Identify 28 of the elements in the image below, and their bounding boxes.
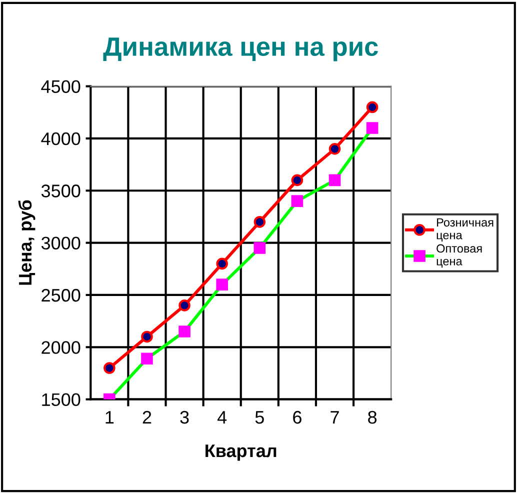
- x-tick-label: 4: [217, 411, 227, 424]
- point: [216, 258, 228, 270]
- y-tick-label: 3500: [41, 184, 80, 198]
- x-tick-label: 7: [330, 411, 339, 424]
- y-tick-label: 3000: [41, 236, 80, 250]
- point: [104, 362, 116, 374]
- y-tick-label: 4000: [41, 132, 80, 146]
- point: [291, 174, 304, 186]
- x-tick-label: 8: [368, 410, 377, 424]
- point: [254, 216, 266, 228]
- legend-label: Оптовая цена: [436, 244, 482, 268]
- chart-title: Динамика цен на рис: [103, 38, 378, 62]
- point: [328, 142, 341, 155]
- point: [366, 101, 378, 114]
- x-tick-label: 5: [255, 411, 264, 424]
- x-tick-label: 3: [180, 410, 189, 424]
- y-axis-title: Цена, руб: [18, 200, 36, 285]
- y-tick-label: 1500: [42, 393, 80, 406]
- x-tick-label: 6: [293, 410, 302, 424]
- x-tick-label: 2: [142, 410, 152, 424]
- x-axis-title: Квартал: [206, 444, 276, 461]
- y-tick-label: 4500: [41, 80, 80, 93]
- y-tick-label: 2000: [42, 341, 80, 354]
- x-tick-label: 1: [106, 411, 114, 424]
- y-tick-label: 2500: [42, 288, 80, 302]
- point: [178, 300, 190, 312]
- point: [141, 330, 153, 343]
- legend-label: Розничная цена: [436, 218, 494, 242]
